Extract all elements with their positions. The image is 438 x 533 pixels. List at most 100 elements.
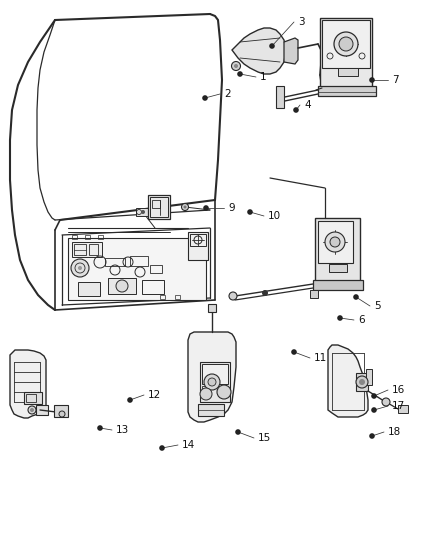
Bar	[136, 208, 148, 216]
Circle shape	[356, 376, 368, 388]
Text: 15: 15	[258, 433, 271, 443]
Circle shape	[217, 385, 231, 399]
Bar	[74, 244, 86, 255]
Text: 17: 17	[392, 401, 405, 411]
Bar	[26, 394, 36, 402]
Text: 10: 10	[268, 211, 281, 221]
Text: 1: 1	[260, 72, 267, 82]
Text: 7: 7	[392, 75, 399, 85]
Bar	[318, 221, 353, 263]
Circle shape	[371, 393, 377, 399]
Circle shape	[97, 425, 103, 431]
Circle shape	[28, 406, 36, 414]
Circle shape	[237, 71, 243, 77]
Bar	[78, 282, 100, 296]
Bar	[338, 68, 358, 76]
Circle shape	[269, 43, 275, 49]
Circle shape	[181, 204, 188, 211]
Bar	[220, 386, 227, 396]
Polygon shape	[328, 345, 368, 417]
Bar	[366, 369, 372, 385]
Circle shape	[337, 315, 343, 321]
Polygon shape	[284, 38, 298, 64]
Bar	[152, 200, 160, 208]
Text: 9: 9	[228, 203, 235, 213]
Text: 14: 14	[182, 440, 195, 450]
Circle shape	[369, 433, 375, 439]
Bar	[313, 280, 363, 290]
Bar	[310, 290, 318, 298]
Bar	[85, 235, 90, 239]
Bar	[175, 295, 180, 299]
Text: 12: 12	[148, 390, 161, 400]
Circle shape	[234, 64, 238, 68]
Bar	[188, 232, 208, 260]
Bar	[200, 362, 230, 402]
Bar	[356, 373, 368, 391]
Text: 11: 11	[314, 353, 327, 363]
Bar	[198, 404, 224, 416]
Circle shape	[200, 388, 212, 400]
Circle shape	[235, 429, 241, 435]
Bar	[202, 364, 228, 384]
Text: 13: 13	[116, 425, 129, 435]
Bar	[202, 386, 209, 396]
Bar	[108, 278, 136, 294]
Circle shape	[229, 292, 237, 300]
Circle shape	[359, 379, 365, 385]
Circle shape	[371, 407, 377, 413]
Circle shape	[325, 232, 345, 252]
Bar	[148, 195, 170, 219]
Bar	[150, 265, 162, 273]
Circle shape	[204, 374, 220, 390]
Bar	[105, 258, 125, 266]
Circle shape	[202, 95, 208, 101]
Text: 3: 3	[298, 17, 304, 27]
Circle shape	[369, 77, 375, 83]
Bar	[24, 392, 42, 404]
Text: 18: 18	[388, 427, 401, 437]
Circle shape	[353, 294, 359, 300]
Bar	[130, 256, 148, 266]
Bar	[322, 20, 370, 68]
Bar	[98, 235, 103, 239]
Circle shape	[78, 266, 82, 270]
Circle shape	[339, 37, 353, 51]
Circle shape	[127, 397, 133, 403]
Circle shape	[203, 205, 209, 211]
Bar	[318, 86, 376, 96]
Circle shape	[159, 445, 165, 451]
Circle shape	[208, 378, 216, 386]
Bar	[36, 405, 48, 415]
Bar	[208, 304, 216, 312]
Bar	[320, 18, 372, 90]
Text: 16: 16	[392, 385, 405, 395]
Bar	[329, 264, 347, 272]
Bar	[190, 234, 206, 246]
Bar	[150, 197, 168, 217]
Circle shape	[116, 280, 128, 292]
Circle shape	[184, 206, 187, 208]
Circle shape	[30, 408, 34, 412]
Bar	[72, 242, 102, 257]
Circle shape	[262, 290, 268, 296]
Circle shape	[59, 411, 65, 417]
Bar	[160, 295, 165, 299]
Circle shape	[382, 398, 390, 406]
Bar	[54, 405, 68, 417]
Circle shape	[71, 259, 89, 277]
Text: 4: 4	[304, 100, 311, 110]
Bar	[89, 244, 98, 255]
Bar	[68, 238, 206, 300]
Text: 6: 6	[358, 315, 364, 325]
Bar	[315, 218, 360, 283]
Circle shape	[247, 209, 253, 215]
Bar	[276, 86, 284, 108]
Text: 2: 2	[224, 89, 231, 99]
Circle shape	[141, 210, 145, 214]
Circle shape	[293, 107, 299, 113]
Bar	[142, 280, 164, 294]
Bar	[398, 405, 408, 413]
Bar	[72, 235, 77, 239]
Circle shape	[291, 349, 297, 355]
